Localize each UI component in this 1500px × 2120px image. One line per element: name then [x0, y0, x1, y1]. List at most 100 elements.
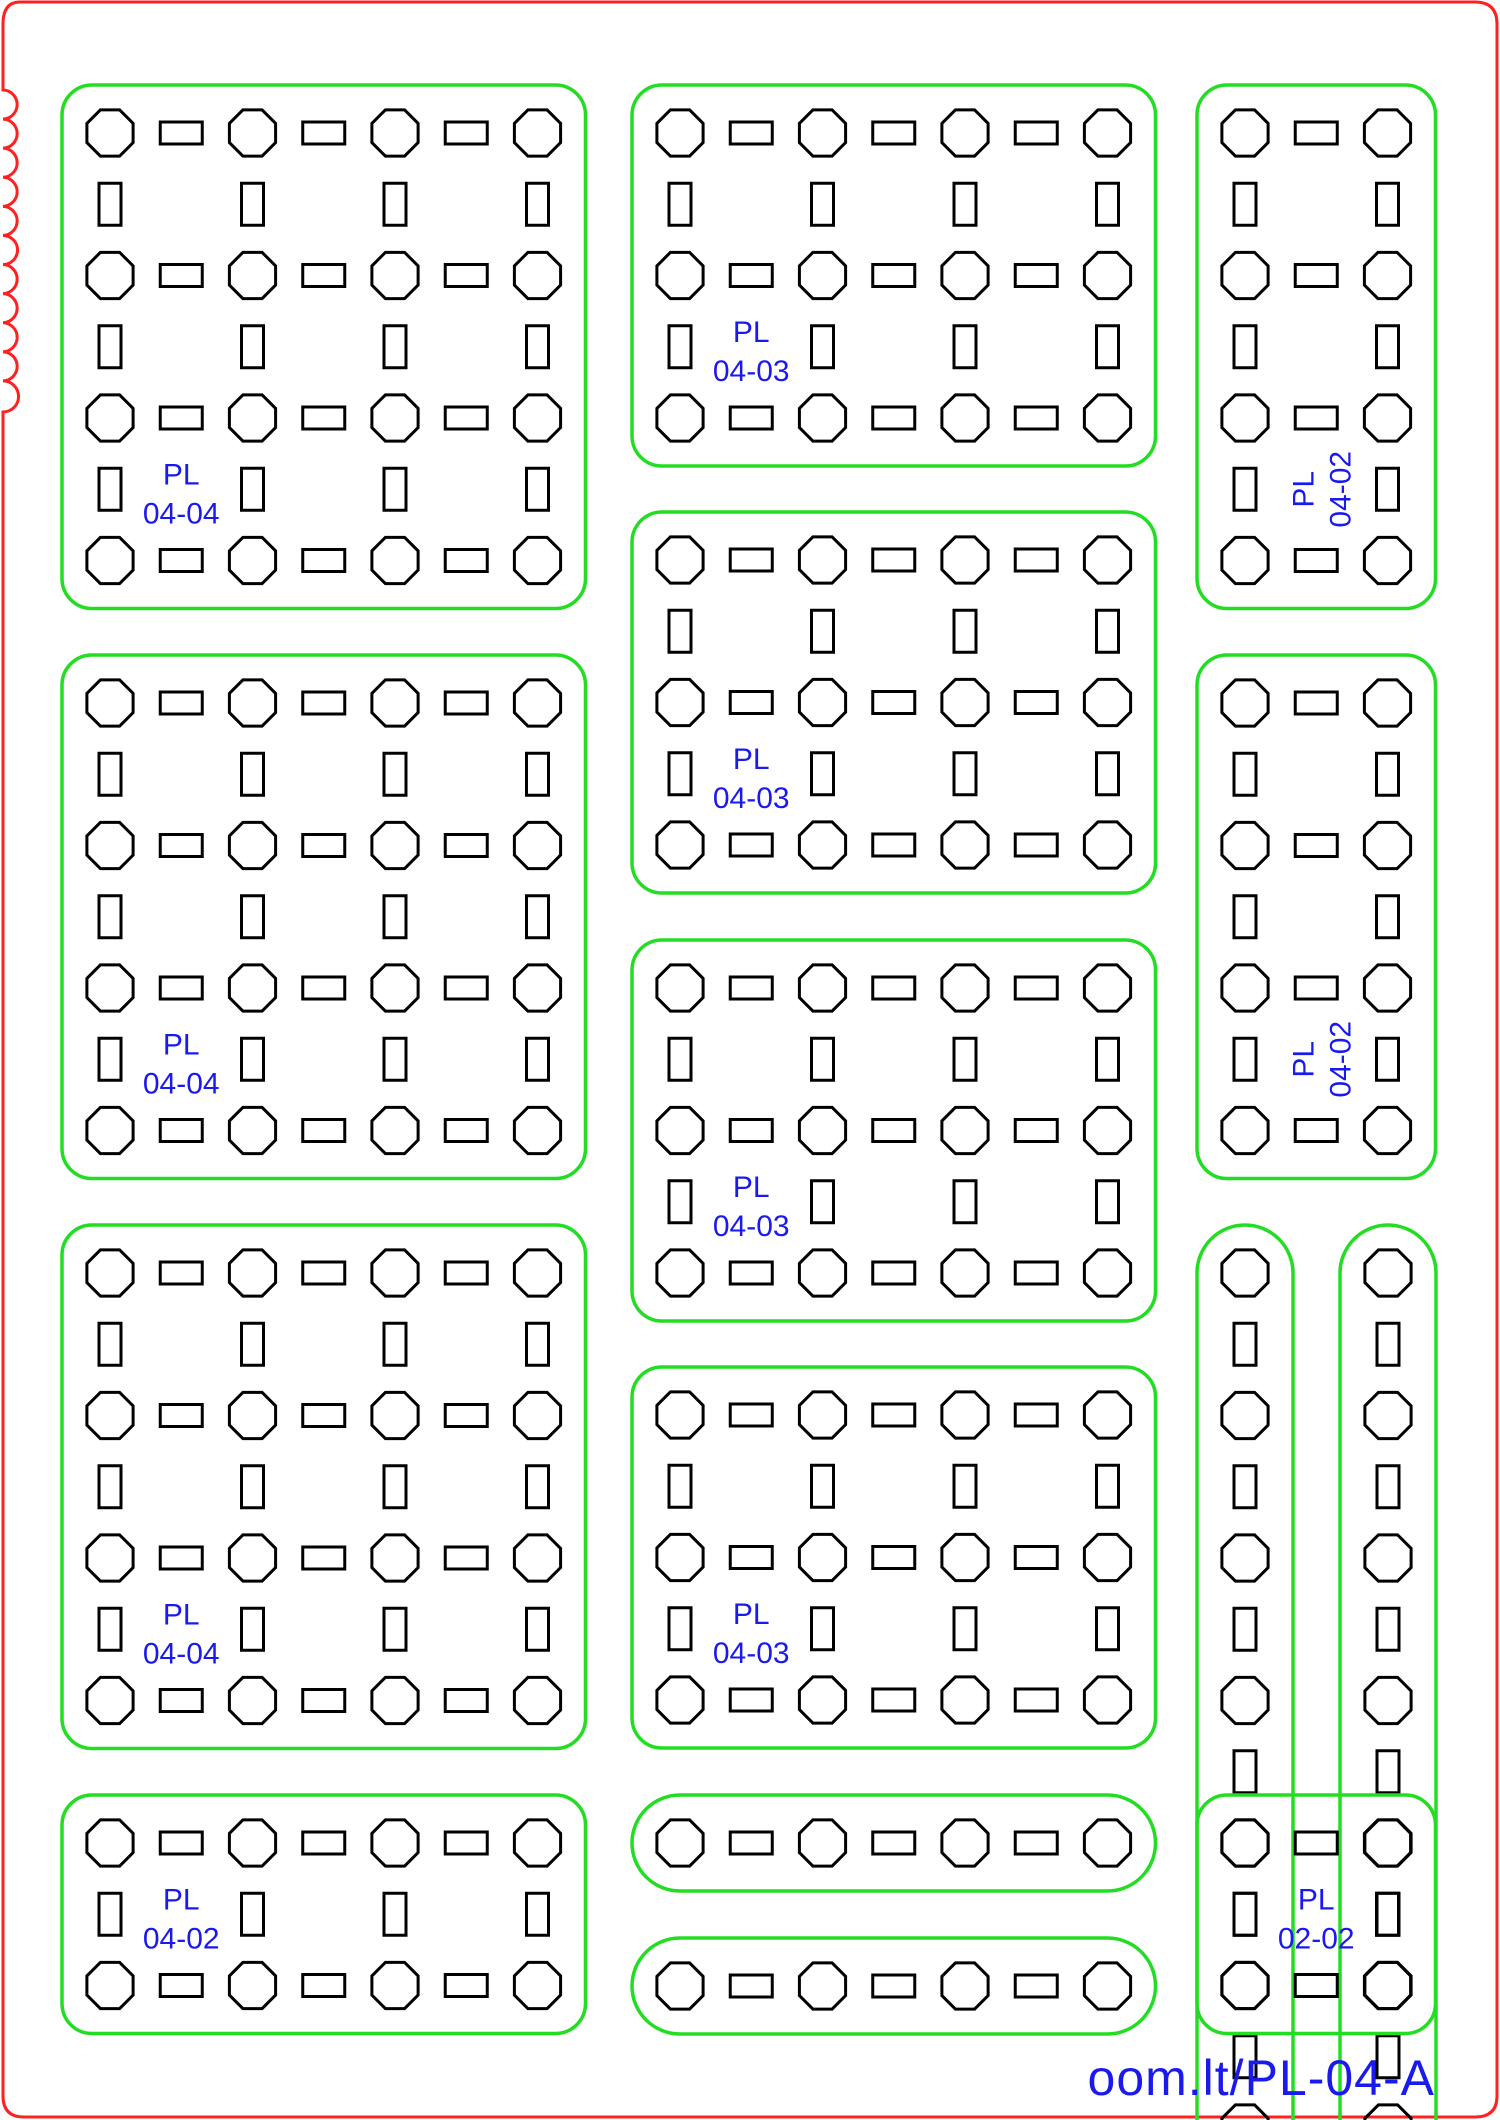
- slot-horizontal: [301, 975, 347, 1001]
- slot-vertical: [952, 1606, 978, 1652]
- part-label: PL 04-04: [143, 458, 220, 530]
- round-hole: [512, 963, 563, 1013]
- round-hole: [655, 963, 705, 1013]
- round-hole: [797, 963, 848, 1013]
- part-label-line: PL: [733, 743, 770, 776]
- round-hole: [797, 535, 848, 585]
- slot-vertical: [382, 324, 408, 370]
- part-outline: [1195, 1793, 1438, 2036]
- round-hole: [1082, 108, 1133, 158]
- slot-horizontal: [728, 1260, 774, 1286]
- round-hole: [512, 1533, 563, 1583]
- slot-vertical: [525, 1606, 550, 1652]
- slot-vertical: [240, 751, 265, 797]
- round-hole: [655, 1248, 705, 1298]
- round-hole: [1082, 1675, 1133, 1725]
- slot-vertical: [810, 1463, 835, 1509]
- slot-vertical: [952, 1179, 978, 1225]
- part-strip: [630, 1936, 1158, 2036]
- slot-vertical: [1375, 1321, 1401, 1367]
- part-label-line: PL: [1298, 1883, 1335, 1916]
- part-plate: PL 04-04: [60, 653, 588, 1181]
- slot-horizontal: [871, 1830, 917, 1856]
- slot-vertical: [382, 1036, 408, 1082]
- slot-horizontal: [871, 1545, 917, 1570]
- slot-horizontal: [301, 548, 347, 573]
- round-hole: [227, 250, 278, 301]
- slot-vertical: [1232, 181, 1258, 227]
- round-hole: [1363, 2103, 1413, 2120]
- slot-vertical: [1232, 751, 1258, 797]
- slot-vertical: [525, 1321, 550, 1367]
- slot-horizontal: [728, 1687, 774, 1713]
- slot-vertical: [525, 751, 550, 797]
- part-outline: [630, 1936, 1158, 2036]
- slot-horizontal: [158, 263, 204, 288]
- slot-vertical: [1095, 1463, 1120, 1509]
- round-hole: [940, 108, 990, 158]
- part-plate: PL 04-03: [630, 83, 1158, 468]
- slot-vertical: [810, 324, 835, 370]
- part-outline: [630, 938, 1158, 1323]
- round-hole: [85, 1818, 135, 1868]
- round-hole: [1082, 1818, 1133, 1868]
- round-hole: [655, 1105, 705, 1156]
- slot-horizontal: [728, 1402, 774, 1428]
- slot-vertical: [1095, 751, 1120, 797]
- round-hole: [655, 108, 705, 158]
- slot-vertical: [97, 181, 123, 227]
- round-hole: [655, 1818, 705, 1868]
- slot-vertical: [97, 894, 123, 940]
- part-label: PL 04-04: [143, 1598, 220, 1670]
- part-outline: [60, 653, 588, 1181]
- slot-horizontal: [1013, 690, 1059, 715]
- round-hole: [227, 1390, 278, 1441]
- round-hole: [512, 678, 563, 728]
- round-hole: [1362, 393, 1413, 443]
- round-hole: [1362, 250, 1413, 301]
- slot-vertical: [525, 324, 550, 370]
- round-hole: [655, 1961, 705, 2011]
- slot-horizontal: [443, 690, 489, 716]
- part-outline: [630, 1365, 1158, 1750]
- slot-horizontal: [158, 1545, 204, 1571]
- round-hole: [370, 1960, 420, 2011]
- round-hole: [797, 1248, 848, 1298]
- part-label-line: PL: [163, 458, 200, 491]
- slot-horizontal: [1013, 1402, 1059, 1428]
- round-hole: [85, 108, 135, 158]
- slot-vertical: [1095, 1606, 1120, 1652]
- slot-vertical: [952, 608, 978, 654]
- round-hole: [1362, 535, 1413, 586]
- slot-vertical: [810, 608, 835, 654]
- slot-vertical: [1232, 466, 1258, 512]
- slot-vertical: [525, 894, 550, 940]
- slot-vertical: [382, 1464, 408, 1510]
- slot-vertical: [1095, 1179, 1120, 1225]
- slot-horizontal: [443, 1688, 489, 1713]
- round-hole: [370, 1675, 420, 1726]
- slot-vertical: [1232, 1321, 1258, 1367]
- slot-horizontal: [728, 1830, 774, 1856]
- slot-vertical: [1232, 324, 1258, 370]
- slot-vertical: [667, 1463, 693, 1509]
- round-hole: [1362, 1960, 1413, 2011]
- slot-vertical: [1095, 1036, 1120, 1082]
- round-hole: [797, 1390, 848, 1440]
- round-hole: [797, 393, 848, 443]
- round-hole: [940, 1675, 990, 1725]
- slot-horizontal: [1293, 263, 1339, 288]
- slot-vertical: [240, 1891, 265, 1937]
- slot-horizontal: [1293, 1830, 1339, 1856]
- part-plate: PL 04-03: [630, 510, 1158, 895]
- slot-vertical: [97, 1036, 123, 1082]
- slot-vertical: [952, 324, 978, 370]
- slot-vertical: [1375, 1606, 1401, 1652]
- slot-vertical: [1095, 324, 1120, 370]
- slot-vertical: [382, 894, 408, 940]
- slot-vertical: [1232, 894, 1258, 940]
- slot-vertical: [382, 1321, 408, 1367]
